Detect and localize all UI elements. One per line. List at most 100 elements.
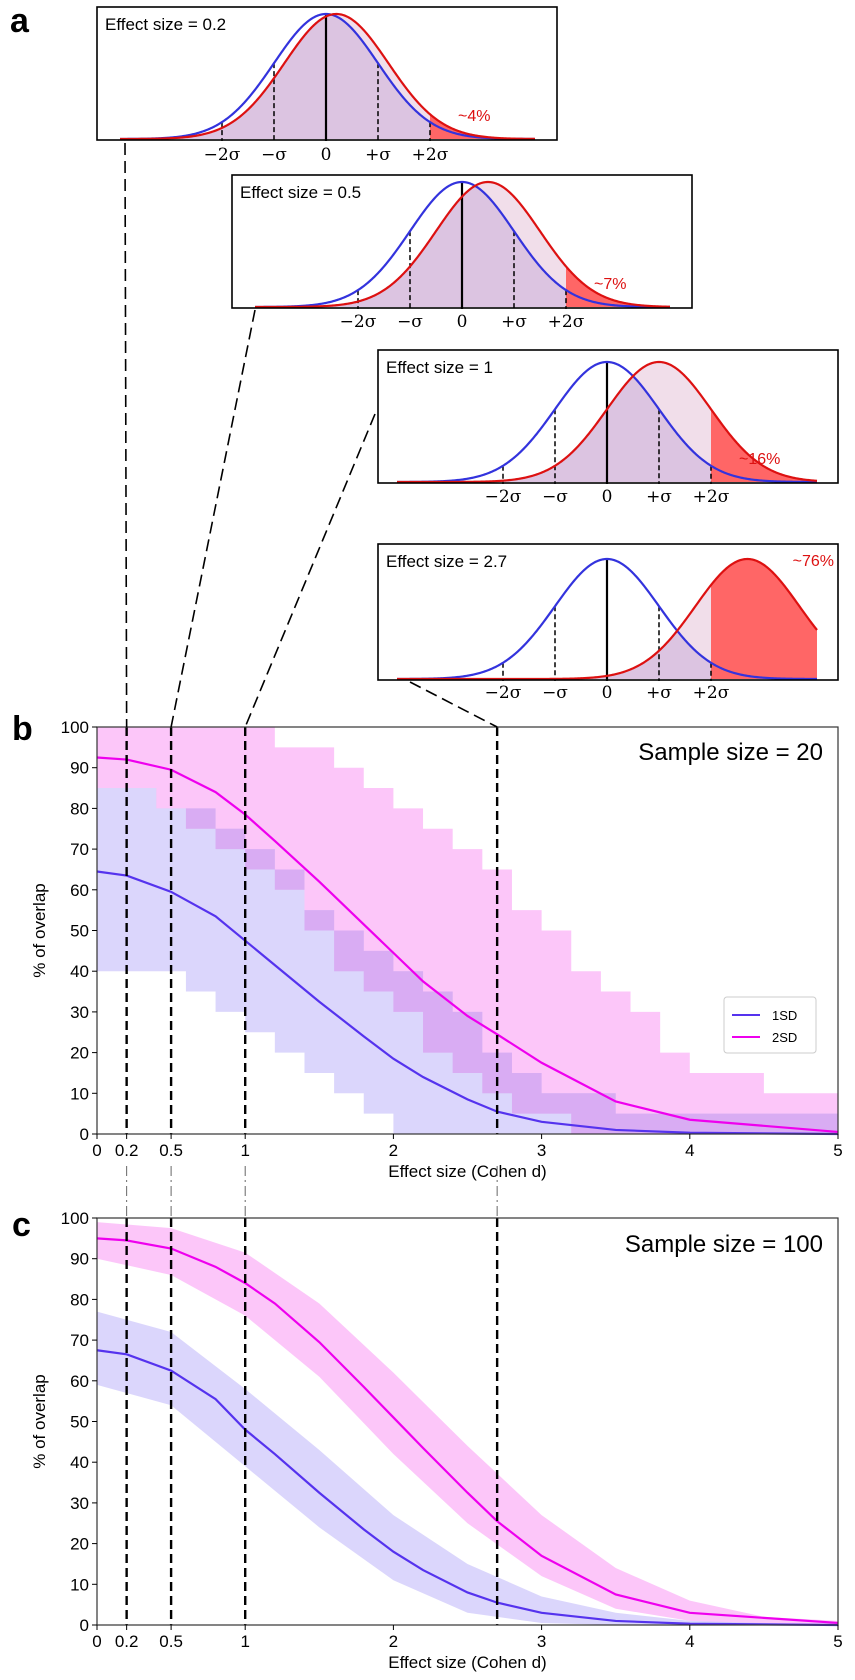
y-axis-label: % of overlap [30,883,49,978]
band-1sd [97,1311,838,1625]
sigma-tick-label: 0 [457,312,468,332]
panel-frame [231,174,693,309]
effect-size-title: Effect size = 0.2 [105,15,226,34]
y-tick-label: 0 [80,1125,89,1144]
sigma-tick-label: 0 [321,145,332,165]
sigma-tick-label: −σ [542,683,568,703]
x-tick-label: 2 [389,1632,398,1651]
red-tail-beyond-2sd [566,266,670,307]
line-2sd [96,1237,839,1625]
y-tick-label: 10 [70,1084,89,1103]
line-1sd [96,1349,839,1627]
connector-line [170,309,256,728]
tail-percentage-label: ~7% [594,276,626,293]
x-tick-label: 5 [833,1632,842,1651]
x-axis-label: Effect size (Cohen d) [388,1653,546,1672]
sigma-tick-label: −2σ [204,145,241,165]
control-distribution-curve [119,12,536,141]
y-tick-label: 60 [70,881,89,900]
effect-size-panel-1: Effect size = 0.2 ~4% −2σ −σ 0 +σ +2σ [96,6,558,165]
x-tick-label: 0.2 [115,1632,139,1651]
connector-line [124,142,128,728]
treatment-distribution-curve [397,360,818,484]
y-tick-label: 0 [80,1616,89,1635]
sigma-tick-label: −σ [397,312,423,332]
sigma-tick-label: +σ [646,487,672,507]
tail-percentage-label: ~76% [793,553,834,570]
x-tick-label: 0 [92,1632,101,1651]
x-tick-label: 4 [685,1141,694,1160]
y-tick-label: 20 [70,1535,89,1554]
y-tick-label: 30 [70,1494,89,1513]
red-tail-light [255,182,566,307]
control-distribution-curve [396,557,818,681]
y-tick-label: 70 [70,840,89,859]
panel-b-chart: 0 10 20 30 40 50 60 70 80 90 100 0 0.2 0.5 1 2 3 4 5 Effect… [30,718,843,1181]
y-tick-label: 90 [70,1250,89,1269]
red-tail-light [397,362,711,482]
y-tick-label: 100 [61,718,89,737]
band-2sd [97,727,838,1134]
x-tick-label: 0.5 [159,1141,183,1160]
line-1sd [96,870,839,1136]
sigma-tick-label: 0 [602,487,613,507]
y-tick-label: 60 [70,1372,89,1391]
band-2sd [97,1222,838,1625]
effect-size-panel-3: Effect size = 1 ~16% −2σ −σ 0 +σ +2σ [377,349,839,507]
sample-size-label: Sample size = 100 [625,1231,823,1258]
y-tick-label: 30 [70,1003,89,1022]
tail-percentage-label: ~16% [739,451,780,468]
treatment-distribution-curve [119,12,536,141]
effect-size-panel-4: Effect size = 2.7 ~76% −2σ −σ 0 +σ +2σ [377,543,839,703]
panel-frame [377,349,839,484]
red-tail-beyond-2sd [711,559,817,679]
effect-size-title: Effect size = 2.7 [386,552,507,571]
control-distribution-curve [254,180,671,309]
treatment-distribution-curve [254,180,671,309]
x-tick-label: 0.5 [159,1632,183,1651]
x-tick-label: 2 [389,1141,398,1160]
sigma-tick-label: −2σ [340,312,377,332]
x-tick-label: 1 [240,1141,249,1160]
y-tick-label: 20 [70,1044,89,1063]
sigma-tick-label: +σ [646,683,672,703]
y-tick-label: 90 [70,759,89,778]
sigma-tick-label: +σ [501,312,527,332]
line-2sd [96,756,839,1134]
legend-label-2sd: 2SD [772,1030,797,1045]
red-tail-beyond-2sd [711,409,817,482]
sigma-tick-label: +2σ [693,683,730,703]
red-tail-light [120,14,430,139]
y-tick-label: 10 [70,1575,89,1594]
y-tick-label: 40 [70,962,89,981]
legend-label-1sd: 1SD [772,1008,797,1023]
panel-letter-b: b [12,710,33,748]
sigma-tick-label: −2σ [485,683,522,703]
y-axis-label: % of overlap [30,1374,49,1469]
effect-size-panel-2: Effect size = 0.5 ~7% −2σ −σ 0 +σ +2σ [231,174,693,332]
connector-line [409,681,498,728]
red-tail-light [397,585,711,679]
tail-percentage-label: ~4% [458,108,490,125]
y-tick-label: 50 [70,922,89,941]
sigma-tick-label: +2σ [693,487,730,507]
y-tick-label: 80 [70,799,89,818]
panel-frame [96,6,558,141]
sigma-tick-label: +2σ [412,145,449,165]
control-distribution-curve [396,360,818,484]
panel-letter-a: a [10,2,30,40]
sigma-tick-label: 0 [602,683,613,703]
x-tick-label: 3 [537,1632,546,1651]
sigma-tick-label: +σ [365,145,391,165]
x-tick-label: 5 [833,1141,842,1160]
y-tick-label: 100 [61,1209,89,1228]
effect-size-title: Effect size = 0.5 [240,183,361,202]
x-tick-label: 0.2 [115,1141,139,1160]
sample-size-label: Sample size = 20 [638,739,823,766]
legend-box [723,996,817,1054]
effect-size-title: Effect size = 1 [386,358,493,377]
sigma-tick-label: −σ [542,487,568,507]
y-tick-label: 50 [70,1413,89,1432]
sigma-tick-label: −2σ [485,487,522,507]
